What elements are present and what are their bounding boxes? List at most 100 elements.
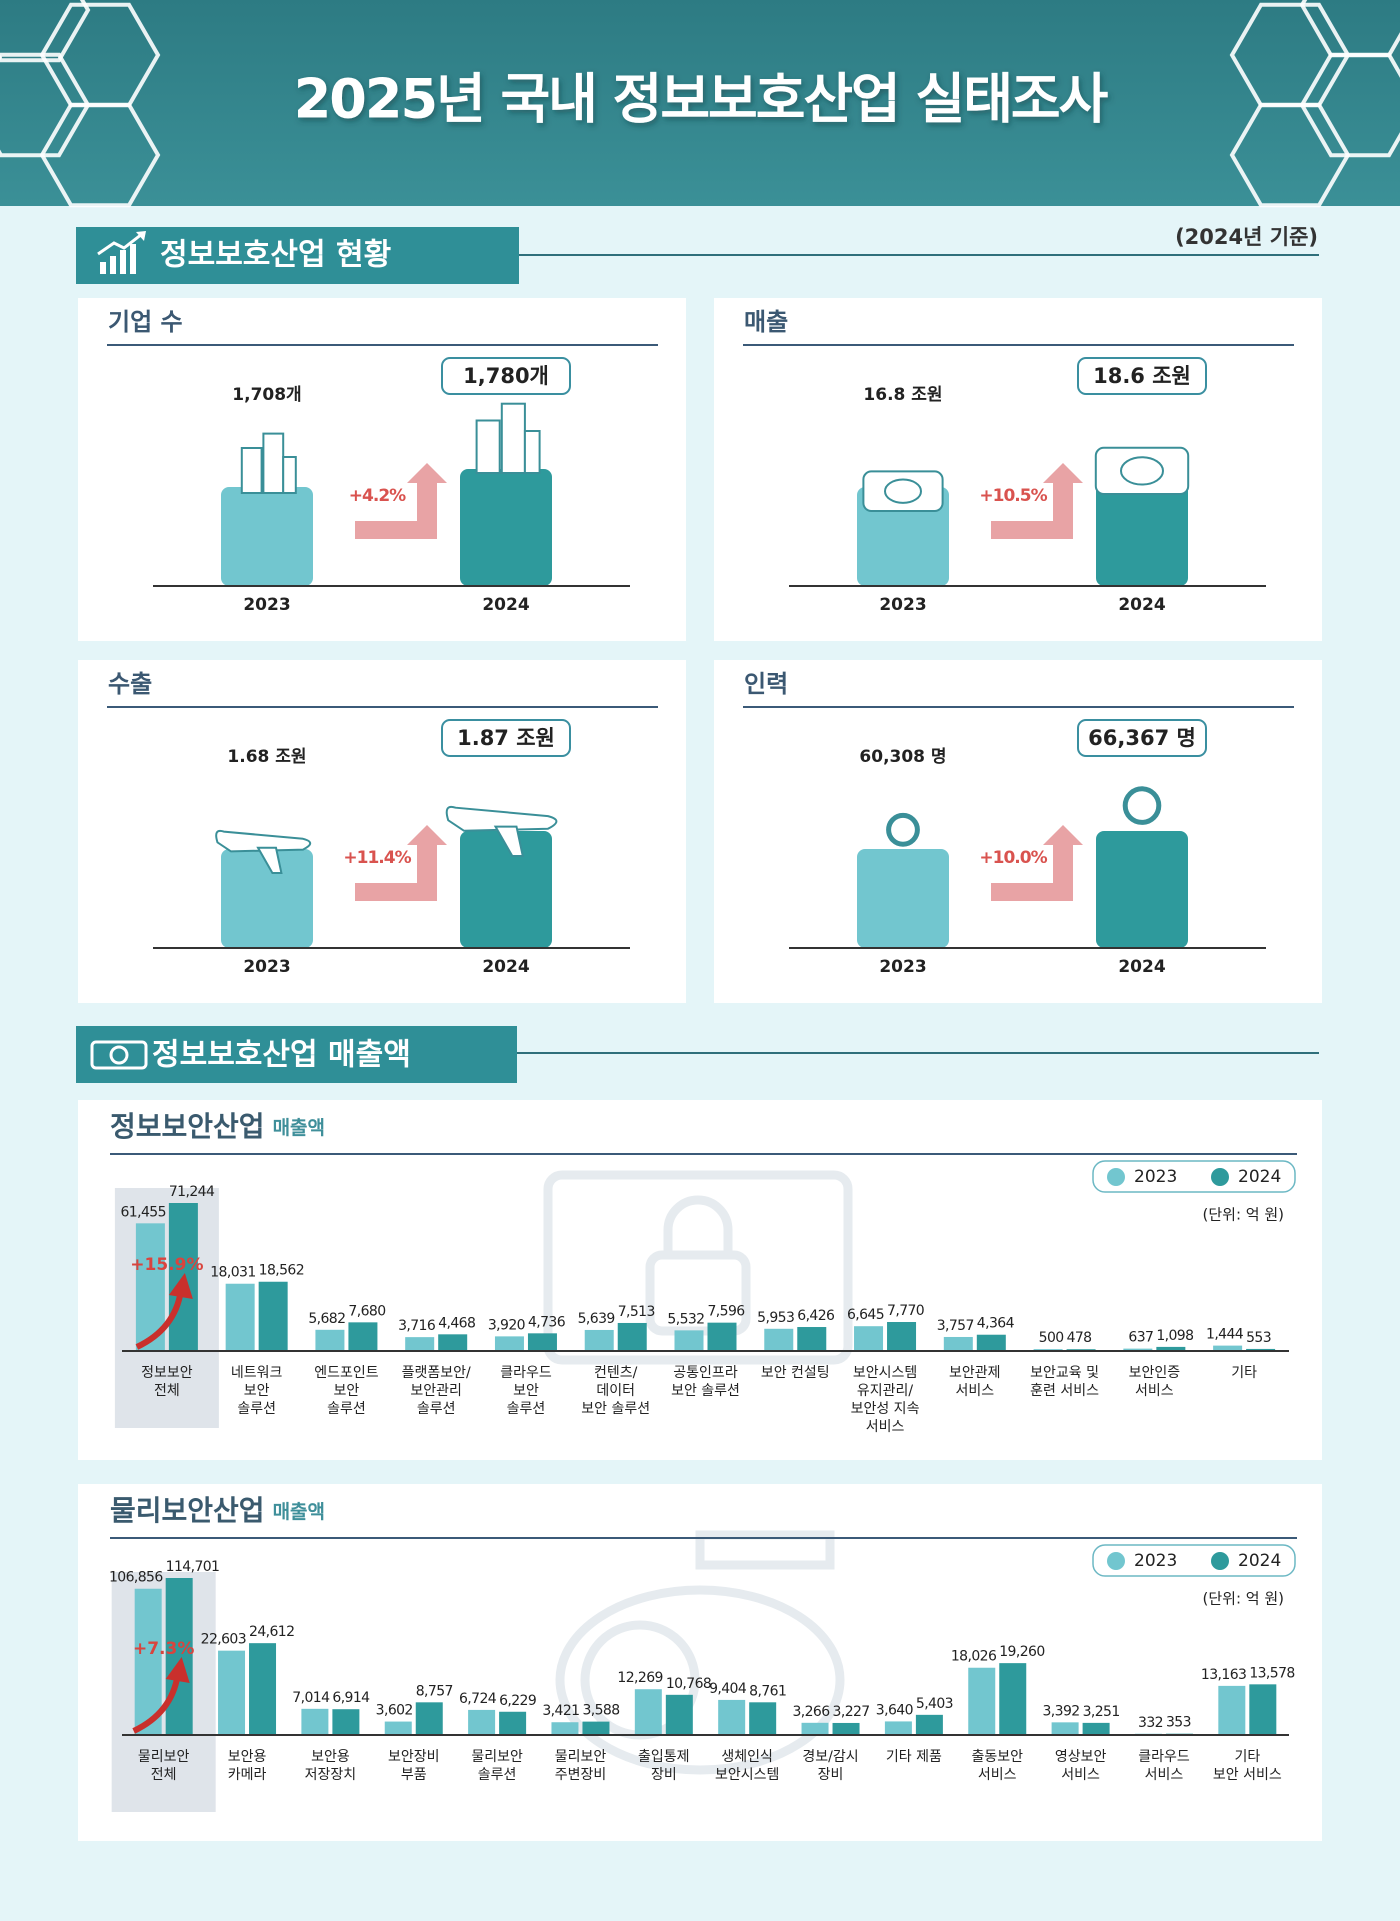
growth-label: +11.4% <box>343 848 411 868</box>
bar <box>797 1327 827 1351</box>
legend-swatch <box>1107 1552 1125 1570</box>
value-label: 4,736 <box>528 1314 566 1330</box>
building-icon <box>240 447 263 494</box>
x-tick-label: 물리보안 전체 <box>138 1749 190 1783</box>
header-decoration <box>0 0 1400 208</box>
value-label: 7,014 <box>292 1690 330 1706</box>
value-box <box>1077 719 1207 757</box>
value-label: 3,227 <box>833 1704 870 1720</box>
bar <box>527 1333 557 1351</box>
year-label: 2023 <box>879 595 926 615</box>
x-tick-label: 출입통제 장비 <box>638 1749 690 1783</box>
building-icon <box>523 430 541 474</box>
year-label: 2024 <box>1118 595 1165 615</box>
panel-title: 인력 <box>744 670 788 698</box>
building-icon <box>282 456 297 494</box>
value-label: 3,251 <box>1083 1704 1120 1720</box>
bar-2024 <box>1096 469 1188 586</box>
value-label: 5,953 <box>757 1310 794 1326</box>
plane-icon <box>445 805 558 832</box>
hexagon <box>0 52 91 158</box>
x-tick-label: 보안관제 서비스 <box>949 1365 1001 1399</box>
unit-label: (단위: 억 원) <box>1203 1590 1285 1608</box>
bar <box>584 1329 614 1351</box>
value-label: 12,269 <box>617 1670 662 1686</box>
value-label: 24,612 <box>249 1624 294 1640</box>
legend-label: 2023 <box>1134 1551 1177 1571</box>
money-icon <box>884 478 922 504</box>
chart-title: 정보보안산업 <box>110 1110 265 1143</box>
bar <box>1082 1722 1110 1735</box>
bar <box>468 1709 496 1735</box>
watermark <box>555 1585 845 1775</box>
x-tick-label: 네트워크 보안 솔루션 <box>231 1365 283 1417</box>
bar <box>999 1663 1027 1735</box>
overview-panel: 기업 수 2023 2024 1,708개 1,780개 +4.2% <box>78 298 686 641</box>
bar <box>943 1336 973 1351</box>
value-label: 1,444 <box>1206 1327 1244 1343</box>
value-label: 5,682 <box>308 1311 345 1327</box>
value-2024: 18.6 조원 <box>1093 364 1191 388</box>
panel-box <box>78 660 686 1003</box>
x-tick-label: 기타 <box>1231 1365 1257 1381</box>
growth-arrow <box>355 463 447 539</box>
value-2023: 1,708개 <box>232 385 301 405</box>
bar <box>225 1283 255 1351</box>
value-label: 10,768 <box>666 1676 711 1692</box>
chart-panel <box>78 1100 1322 1460</box>
value-box <box>441 357 571 395</box>
year-label: 2023 <box>243 957 290 977</box>
x-tick-label: 생체인식 보안시스템 <box>715 1749 779 1783</box>
value-label: 71,244 <box>169 1184 215 1200</box>
year-label: 2024 <box>482 595 529 615</box>
value-2023: 1.68 조원 <box>227 747 306 767</box>
growth-arrow <box>991 463 1083 539</box>
hexagon <box>1229 102 1351 208</box>
bar <box>1249 1684 1277 1735</box>
plane-icon <box>256 846 283 874</box>
bar <box>887 1322 917 1351</box>
chart-title-group: 정보보안산업 매출액 <box>110 1110 325 1143</box>
bar-2024 <box>1096 831 1188 948</box>
value-label: 6,724 <box>459 1691 497 1707</box>
x-tick-label: 물리보안 솔루션 <box>471 1749 523 1783</box>
x-tick-label: 기타 제품 <box>886 1749 942 1765</box>
value-label: 637 <box>1128 1330 1153 1346</box>
bar <box>1123 1348 1153 1351</box>
value-label: 332 <box>1138 1715 1163 1731</box>
watermark <box>543 1170 853 1365</box>
bar <box>165 1578 193 1735</box>
bar <box>332 1709 360 1735</box>
annotation: +7.3% <box>133 1639 194 1659</box>
value-label: 114,701 <box>166 1559 220 1575</box>
basis-note: (2024년 기준) <box>1175 225 1318 249</box>
growth-arrow <box>991 825 1083 901</box>
growth-label: +10.0% <box>979 848 1047 868</box>
x-tick-label: 출동보안 서비스 <box>971 1749 1023 1783</box>
panel-title: 매출 <box>744 308 788 336</box>
bar <box>832 1722 860 1735</box>
overview-panels: 기업 수 2023 2024 1,708개 1,780개 +4.2% 매출 2023 2024 1… <box>78 298 1322 1003</box>
value-label: 7,513 <box>618 1304 655 1320</box>
value-label: 353 <box>1166 1715 1191 1731</box>
legend-label: 2024 <box>1238 1551 1281 1571</box>
bar <box>854 1326 884 1351</box>
x-tick-label: 보안용 저장장치 <box>305 1749 357 1783</box>
value-label: 7,770 <box>887 1303 924 1319</box>
person-icon <box>1122 786 1162 825</box>
plane-icon <box>493 825 525 857</box>
year-label: 2024 <box>482 957 529 977</box>
legend-swatch <box>1211 1168 1229 1186</box>
value-label: 5,403 <box>916 1696 953 1712</box>
bar <box>915 1714 943 1735</box>
value-label: 8,761 <box>749 1683 786 1699</box>
x-tick-label: 보안시스템 유지관리/보안성 지속 서비스 <box>851 1365 920 1435</box>
legend-swatch <box>1107 1168 1125 1186</box>
value-label: 4,364 <box>977 1316 1015 1332</box>
value-2024: 1.87 조원 <box>457 726 555 750</box>
person-icon <box>886 812 920 847</box>
annotation-arrow <box>135 1290 184 1350</box>
money-icon <box>1120 456 1164 486</box>
